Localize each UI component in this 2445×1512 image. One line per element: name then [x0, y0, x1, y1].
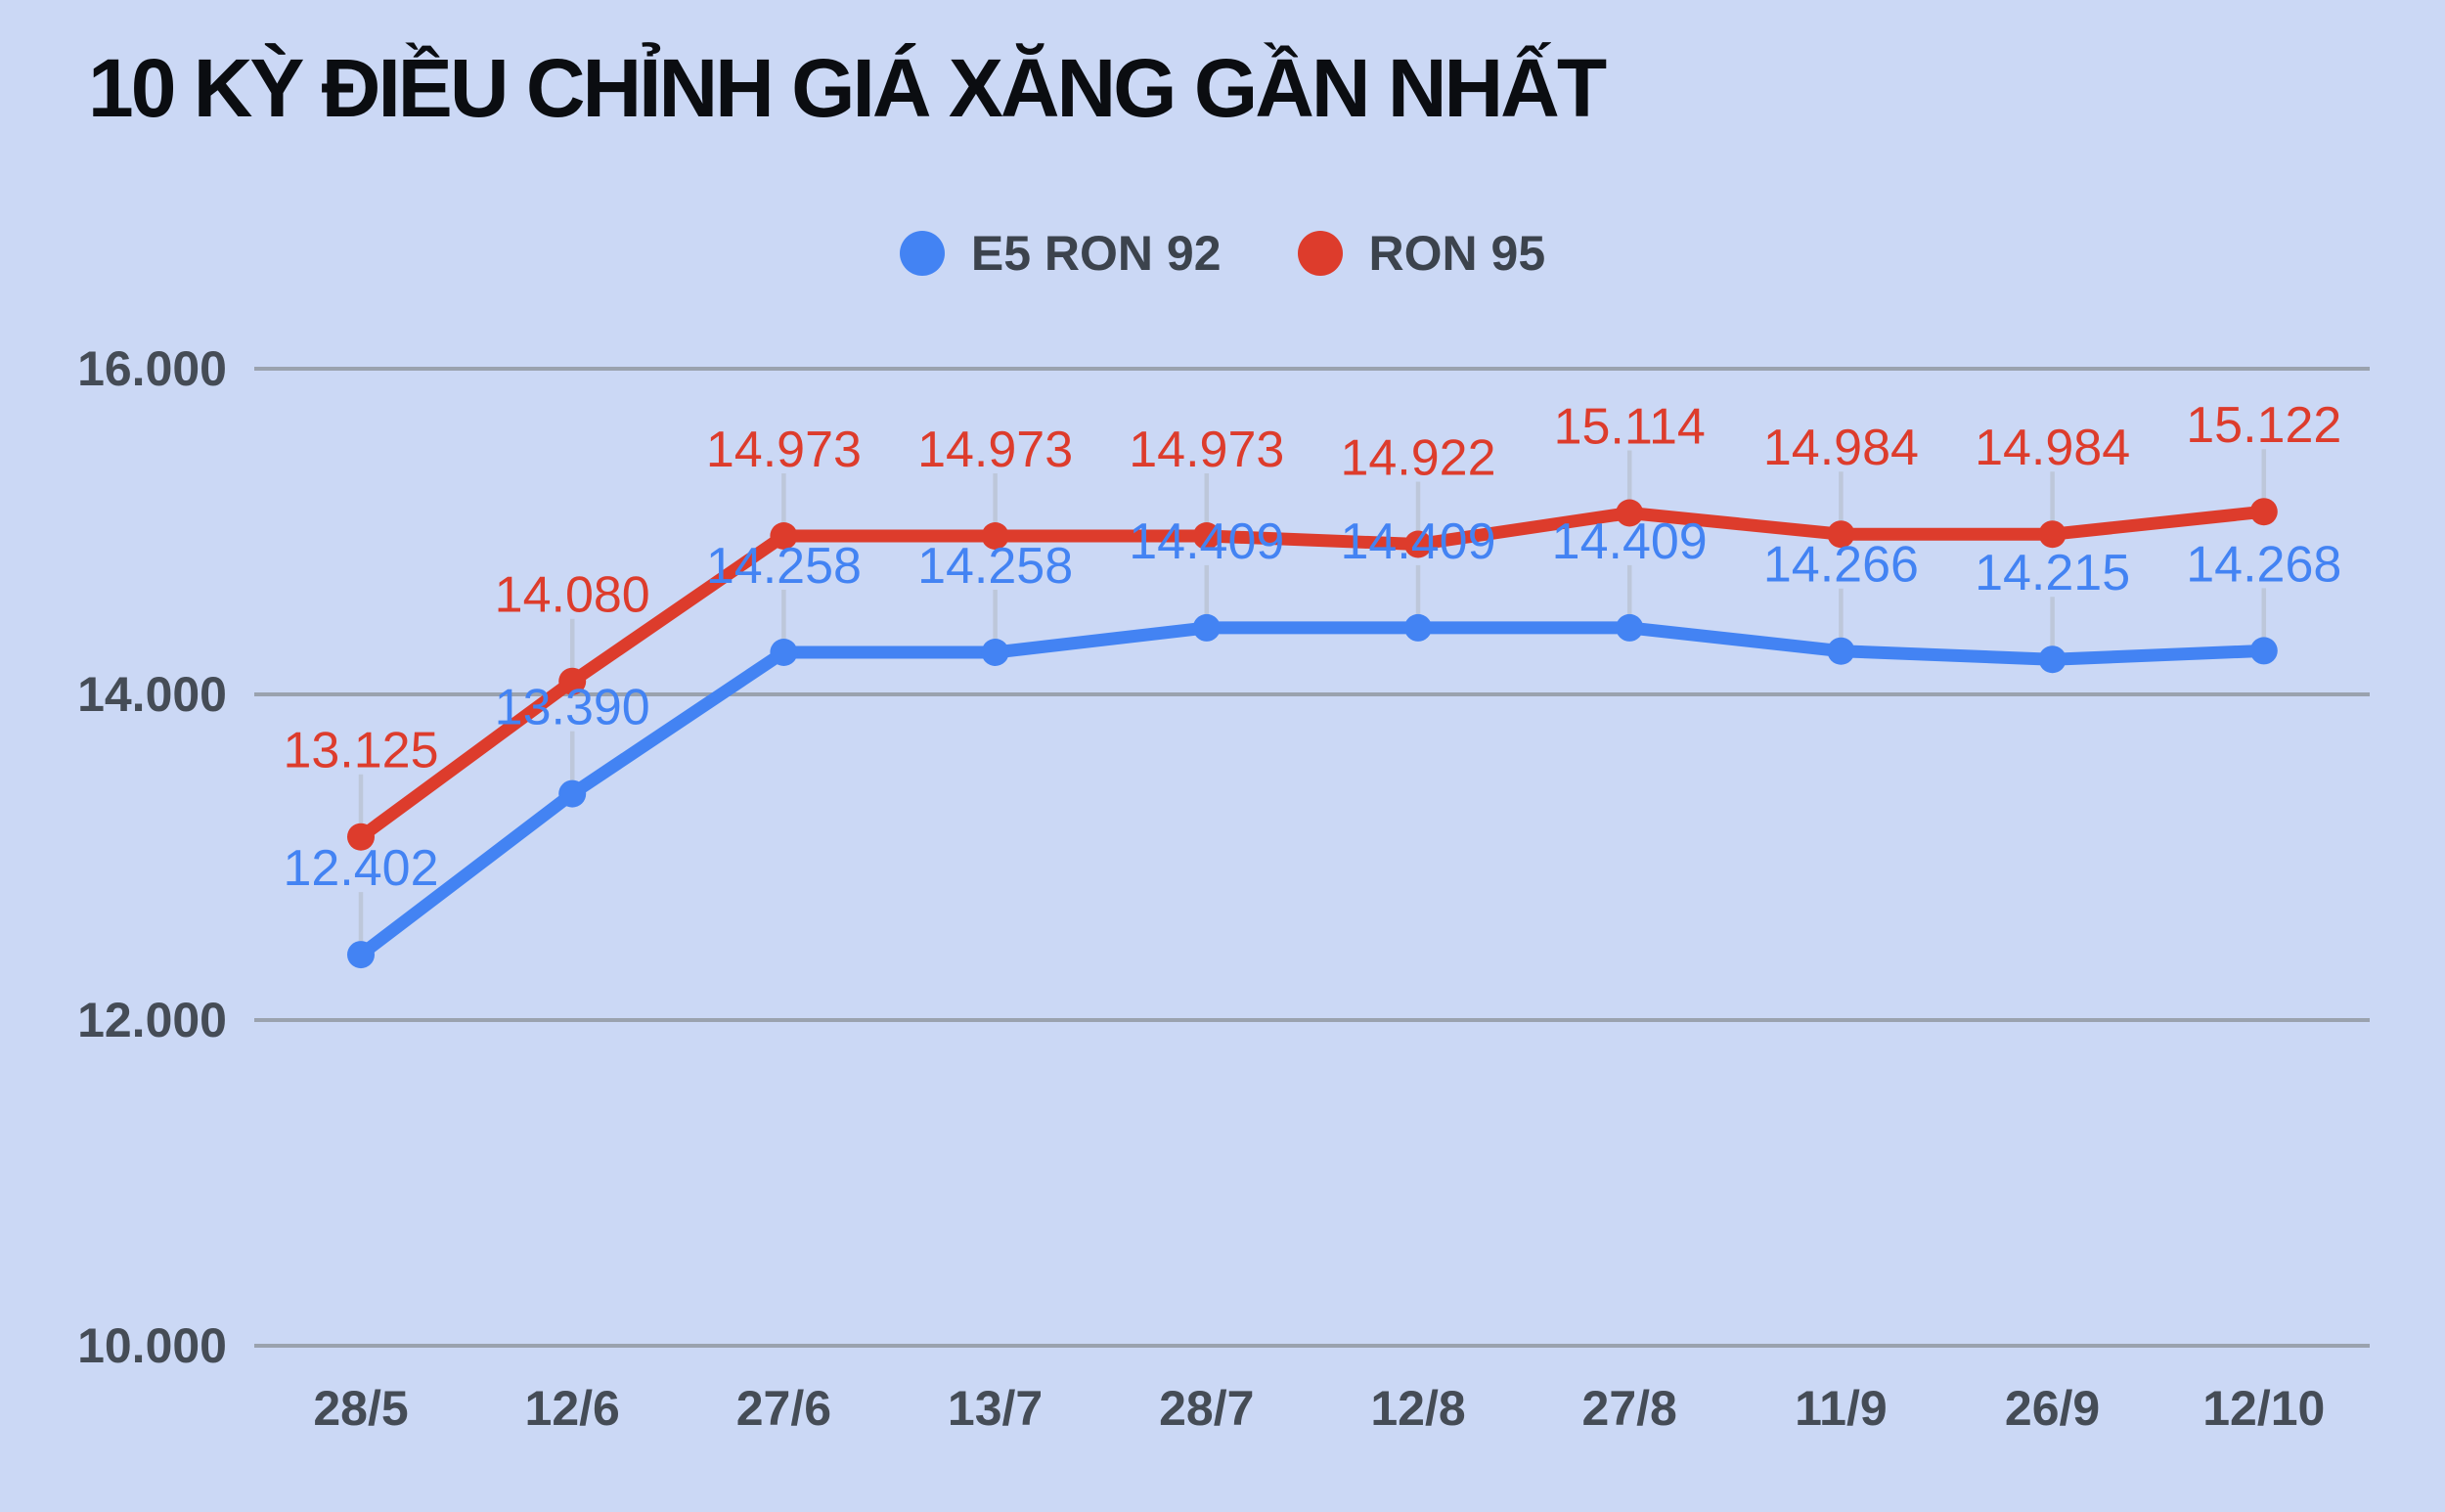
data-point-value-label: 14.922: [1340, 430, 1495, 487]
data-point-e5-ron-92: [770, 639, 798, 666]
legend-item-ron-95: RON 95: [1297, 225, 1546, 282]
legend-dot-red-icon: [1297, 231, 1343, 276]
data-point-value-label: 14.266: [1763, 537, 1919, 594]
data-point-value-label: 14.409: [1129, 513, 1284, 570]
data-point-ron-95: [1404, 530, 1432, 558]
data-point-value-label: 12.402: [283, 840, 438, 897]
data-point-e5-ron-92: [1404, 613, 1432, 642]
data-point-value-label: 14.258: [917, 538, 1073, 595]
data-point-value-label: 14.984: [1975, 420, 2130, 476]
data-point-ron-95: [1827, 520, 1855, 549]
data-point-value-label: 14.268: [2186, 536, 2341, 593]
data-point-value-label: 14.258: [706, 538, 862, 595]
data-point-ron-95: [1192, 522, 1221, 550]
legend-dot-blue-icon: [899, 231, 945, 276]
data-point-e5-ron-92: [558, 779, 587, 808]
x-axis-tick-label: 27/8: [1582, 1381, 1677, 1436]
data-point-ron-95: [2249, 498, 2278, 526]
data-point-ron-95: [558, 667, 587, 695]
legend-label: RON 95: [1368, 226, 1546, 281]
data-point-ron-95: [770, 522, 798, 550]
data-point-value-label: 14.973: [917, 422, 1073, 478]
data-point-value-label: 14.409: [1340, 513, 1495, 570]
data-point-ron-95: [2038, 520, 2067, 549]
data-point-e5-ron-92: [347, 941, 375, 969]
data-point-value-label: 14.984: [1763, 420, 1919, 476]
data-point-value-label: 14.409: [1552, 513, 1708, 570]
series-line-ron-95: [354, 505, 2271, 844]
data-point-value-label: 13.390: [495, 680, 650, 736]
data-point-value-label: 14.973: [706, 422, 862, 478]
x-axis-tick-label: 26/9: [2005, 1381, 2100, 1436]
data-point-value-label: 13.125: [283, 723, 438, 779]
legend-item-e5-ron-92: E5 RON 92: [899, 225, 1222, 282]
data-point-e5-ron-92: [1827, 637, 1855, 665]
x-axis-tick-label: 28/5: [313, 1381, 408, 1436]
x-axis-tick-label: 13/7: [948, 1381, 1043, 1436]
data-point-ron-95: [347, 823, 375, 851]
data-point-e5-ron-92: [2038, 645, 2067, 674]
data-point-ron-95: [981, 522, 1009, 550]
data-point-ron-95: [1616, 499, 1644, 527]
x-axis-tick-label: 27/6: [736, 1381, 831, 1436]
legend-label: E5 RON 92: [970, 226, 1222, 281]
data-point-value-label: 14.215: [1975, 545, 2130, 601]
y-axis-tick-label: 16.000: [77, 341, 227, 396]
data-point-value-label: 15.122: [2186, 397, 2341, 454]
data-point-value-label: 14.973: [1129, 422, 1284, 478]
data-point-e5-ron-92: [1616, 613, 1644, 642]
data-point-value-label: 15.114: [1554, 399, 1706, 456]
y-axis-tick-label: 10.000: [77, 1318, 227, 1373]
data-point-e5-ron-92: [981, 639, 1009, 666]
y-axis-tick-label: 14.000: [77, 667, 227, 722]
x-axis-tick-label: 12/8: [1370, 1381, 1465, 1436]
y-axis-tick-label: 12.000: [77, 993, 227, 1047]
x-axis-tick-label: 12/6: [525, 1381, 620, 1436]
data-point-e5-ron-92: [2249, 637, 2278, 665]
x-axis-tick-label: 11/9: [1795, 1381, 1888, 1436]
data-point-e5-ron-92: [1192, 613, 1221, 642]
legend: E5 RON 92 RON 95: [0, 225, 2445, 282]
x-axis-tick-label: 12/10: [2202, 1381, 2325, 1436]
series-line-e5-ron-92: [354, 621, 2271, 961]
chart-title: 10 KỲ ĐIỀU CHỈNH GIÁ XĂNG GẦN NHẤT: [88, 42, 1607, 134]
x-axis-tick-label: 28/7: [1159, 1381, 1254, 1436]
data-point-value-label: 14.080: [495, 567, 650, 624]
